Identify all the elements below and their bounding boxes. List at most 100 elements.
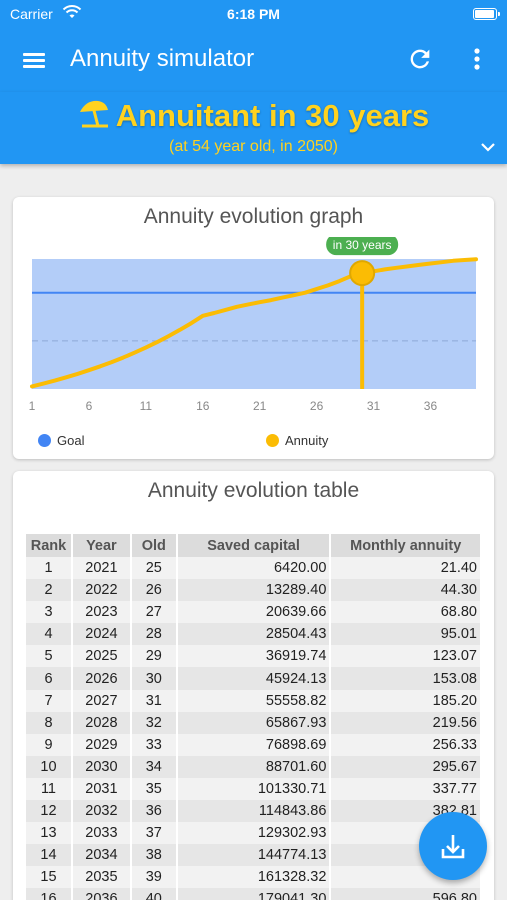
cell-rank: 12: [26, 800, 73, 823]
cell-saved-capital: 101330.71: [176, 777, 332, 801]
column-header-saved-capital[interactable]: Saved capital: [176, 534, 332, 557]
x-tick-label: 26: [310, 399, 324, 413]
cell-saved-capital: 179041.30: [176, 888, 332, 900]
table-title: Annuity evolution table: [147, 479, 360, 502]
column-header-year[interactable]: Year: [71, 534, 132, 557]
cell-monthly-annuity: 123.07: [330, 645, 482, 668]
cell-saved-capital: 36919.74: [176, 645, 332, 668]
cell-year: 2029: [71, 733, 132, 756]
cell-old: 30: [130, 667, 178, 690]
table-row: 16 2036 40 179041.30 596.80: [26, 888, 482, 900]
table-row: 11 2031 35 101330.71 337.77: [26, 777, 482, 801]
table-row: 5 2025 29 36919.74 123.07: [26, 645, 482, 668]
cell-rank: 11: [26, 777, 73, 801]
table-row: 14 2034 38 144774.13: [26, 844, 482, 867]
cell-monthly-annuity: 44.30: [330, 579, 482, 602]
cell-monthly-annuity: 153.08: [330, 667, 482, 690]
wifi-icon: [62, 5, 82, 18]
cell-year: 2033: [71, 822, 132, 845]
cell-year: 2024: [71, 623, 132, 646]
legend-goal[interactable]: Goal: [38, 433, 84, 448]
status-bar: Carrier 6:18 PM: [0, 0, 507, 28]
legend-annuity[interactable]: Annuity: [266, 433, 328, 448]
cell-year: 2027: [71, 689, 132, 712]
cell-saved-capital: 76898.69: [176, 733, 332, 756]
cell-year: 2028: [71, 711, 132, 734]
cell-year: 2026: [71, 667, 132, 690]
table-row: 9 2029 33 76898.69 256.33: [26, 733, 482, 756]
cell-old: 25: [130, 557, 178, 580]
column-header-old[interactable]: Old: [130, 534, 178, 557]
banner-headline: Annuitant in 30 years: [0, 98, 507, 134]
x-tick-label: 11: [140, 399, 153, 413]
x-tick-label: 16: [196, 399, 210, 413]
cell-monthly-annuity: 596.80: [330, 888, 482, 900]
cell-rank: 15: [26, 866, 73, 889]
cell-old: 34: [130, 755, 178, 778]
x-tick-label: 31: [367, 399, 381, 413]
cell-old: 33: [130, 733, 178, 756]
x-tick-label: 36: [424, 399, 438, 413]
cell-saved-capital: 55558.82: [176, 689, 332, 712]
cell-monthly-annuity: 295.67: [330, 755, 482, 778]
x-tick-label: 1: [29, 399, 36, 413]
legend-annuity-label: Annuity: [285, 433, 329, 448]
graph-card: Annuity evolution graph in 30 years 1 6 11 1…: [13, 197, 494, 459]
cell-rank: 10: [26, 755, 73, 778]
cell-year: 2036: [71, 888, 132, 900]
legend-annuity-swatch: [266, 434, 279, 447]
cell-year: 2031: [71, 777, 132, 801]
cell-old: 31: [130, 689, 178, 712]
cell-year: 2035: [71, 866, 132, 889]
cell-saved-capital: 28504.43: [176, 623, 332, 646]
cell-monthly-annuity: 337.77: [330, 777, 482, 801]
refresh-icon[interactable]: [406, 45, 434, 73]
cell-monthly-annuity: 219.56: [330, 711, 482, 734]
cell-old: 38: [130, 844, 178, 867]
cell-rank: 4: [26, 623, 73, 646]
annuity-line: [30, 257, 478, 389]
tooltip-bubble: [326, 237, 399, 256]
download-button[interactable]: [419, 812, 487, 880]
table-row: 8 2028 32 65867.93 219.56: [26, 711, 482, 734]
cell-rank: 2: [26, 579, 73, 602]
cell-saved-capital: 144774.13: [176, 844, 332, 867]
cell-saved-capital: 161328.32: [176, 866, 332, 889]
menu-icon[interactable]: [20, 46, 50, 74]
cell-saved-capital: 65867.93: [176, 711, 332, 734]
cell-saved-capital: 88701.60: [176, 755, 332, 778]
banner-subline: (at 54 year old, in 2050): [169, 138, 338, 155]
clock: 6:18 PM: [227, 6, 280, 22]
cell-saved-capital: 20639.66: [176, 601, 332, 624]
retirement-banner[interactable]: Annuitant in 30 years (at 54 year old, i…: [0, 92, 507, 164]
chevron-down-icon[interactable]: [479, 140, 497, 154]
cell-old: 40: [130, 888, 178, 900]
table-row: 7 2027 31 55558.82 185.20: [26, 689, 482, 712]
column-header-monthly-annuity[interactable]: Monthly annuity: [330, 534, 482, 557]
legend-goal-label: Goal: [57, 433, 85, 448]
cell-rank: 5: [26, 645, 73, 668]
graph-title: Annuity evolution graph: [143, 205, 364, 228]
cell-year: 2032: [71, 800, 132, 823]
app-title: Annuity simulator: [70, 45, 255, 72]
cell-old: 26: [130, 579, 178, 602]
table-header-row: Rank Year Old Saved capital Monthly annu…: [26, 534, 482, 557]
cell-year: 2025: [71, 645, 132, 668]
cell-monthly-annuity: 21.40: [330, 557, 482, 580]
banner-headline-text: Annuitant in 30 years: [115, 98, 430, 133]
cell-year: 2021: [71, 557, 132, 580]
cell-rank: 16: [26, 888, 73, 900]
cell-saved-capital: 129302.93: [176, 822, 332, 845]
cell-old: 39: [130, 866, 178, 889]
table-row: 15 2035 39 161328.32: [26, 866, 482, 889]
cell-old: 28: [130, 623, 178, 646]
more-vert-icon[interactable]: [466, 45, 488, 73]
cell-saved-capital: 45924.13: [176, 667, 332, 690]
cell-rank: 7: [26, 689, 73, 712]
cell-saved-capital: 114843.86: [176, 800, 332, 823]
x-tick-label: 21: [253, 399, 267, 413]
column-header-rank[interactable]: Rank: [26, 534, 73, 557]
goal-area: [32, 259, 476, 389]
cell-rank: 3: [26, 601, 73, 624]
table-row: 13 2033 37 129302.93: [26, 822, 482, 845]
